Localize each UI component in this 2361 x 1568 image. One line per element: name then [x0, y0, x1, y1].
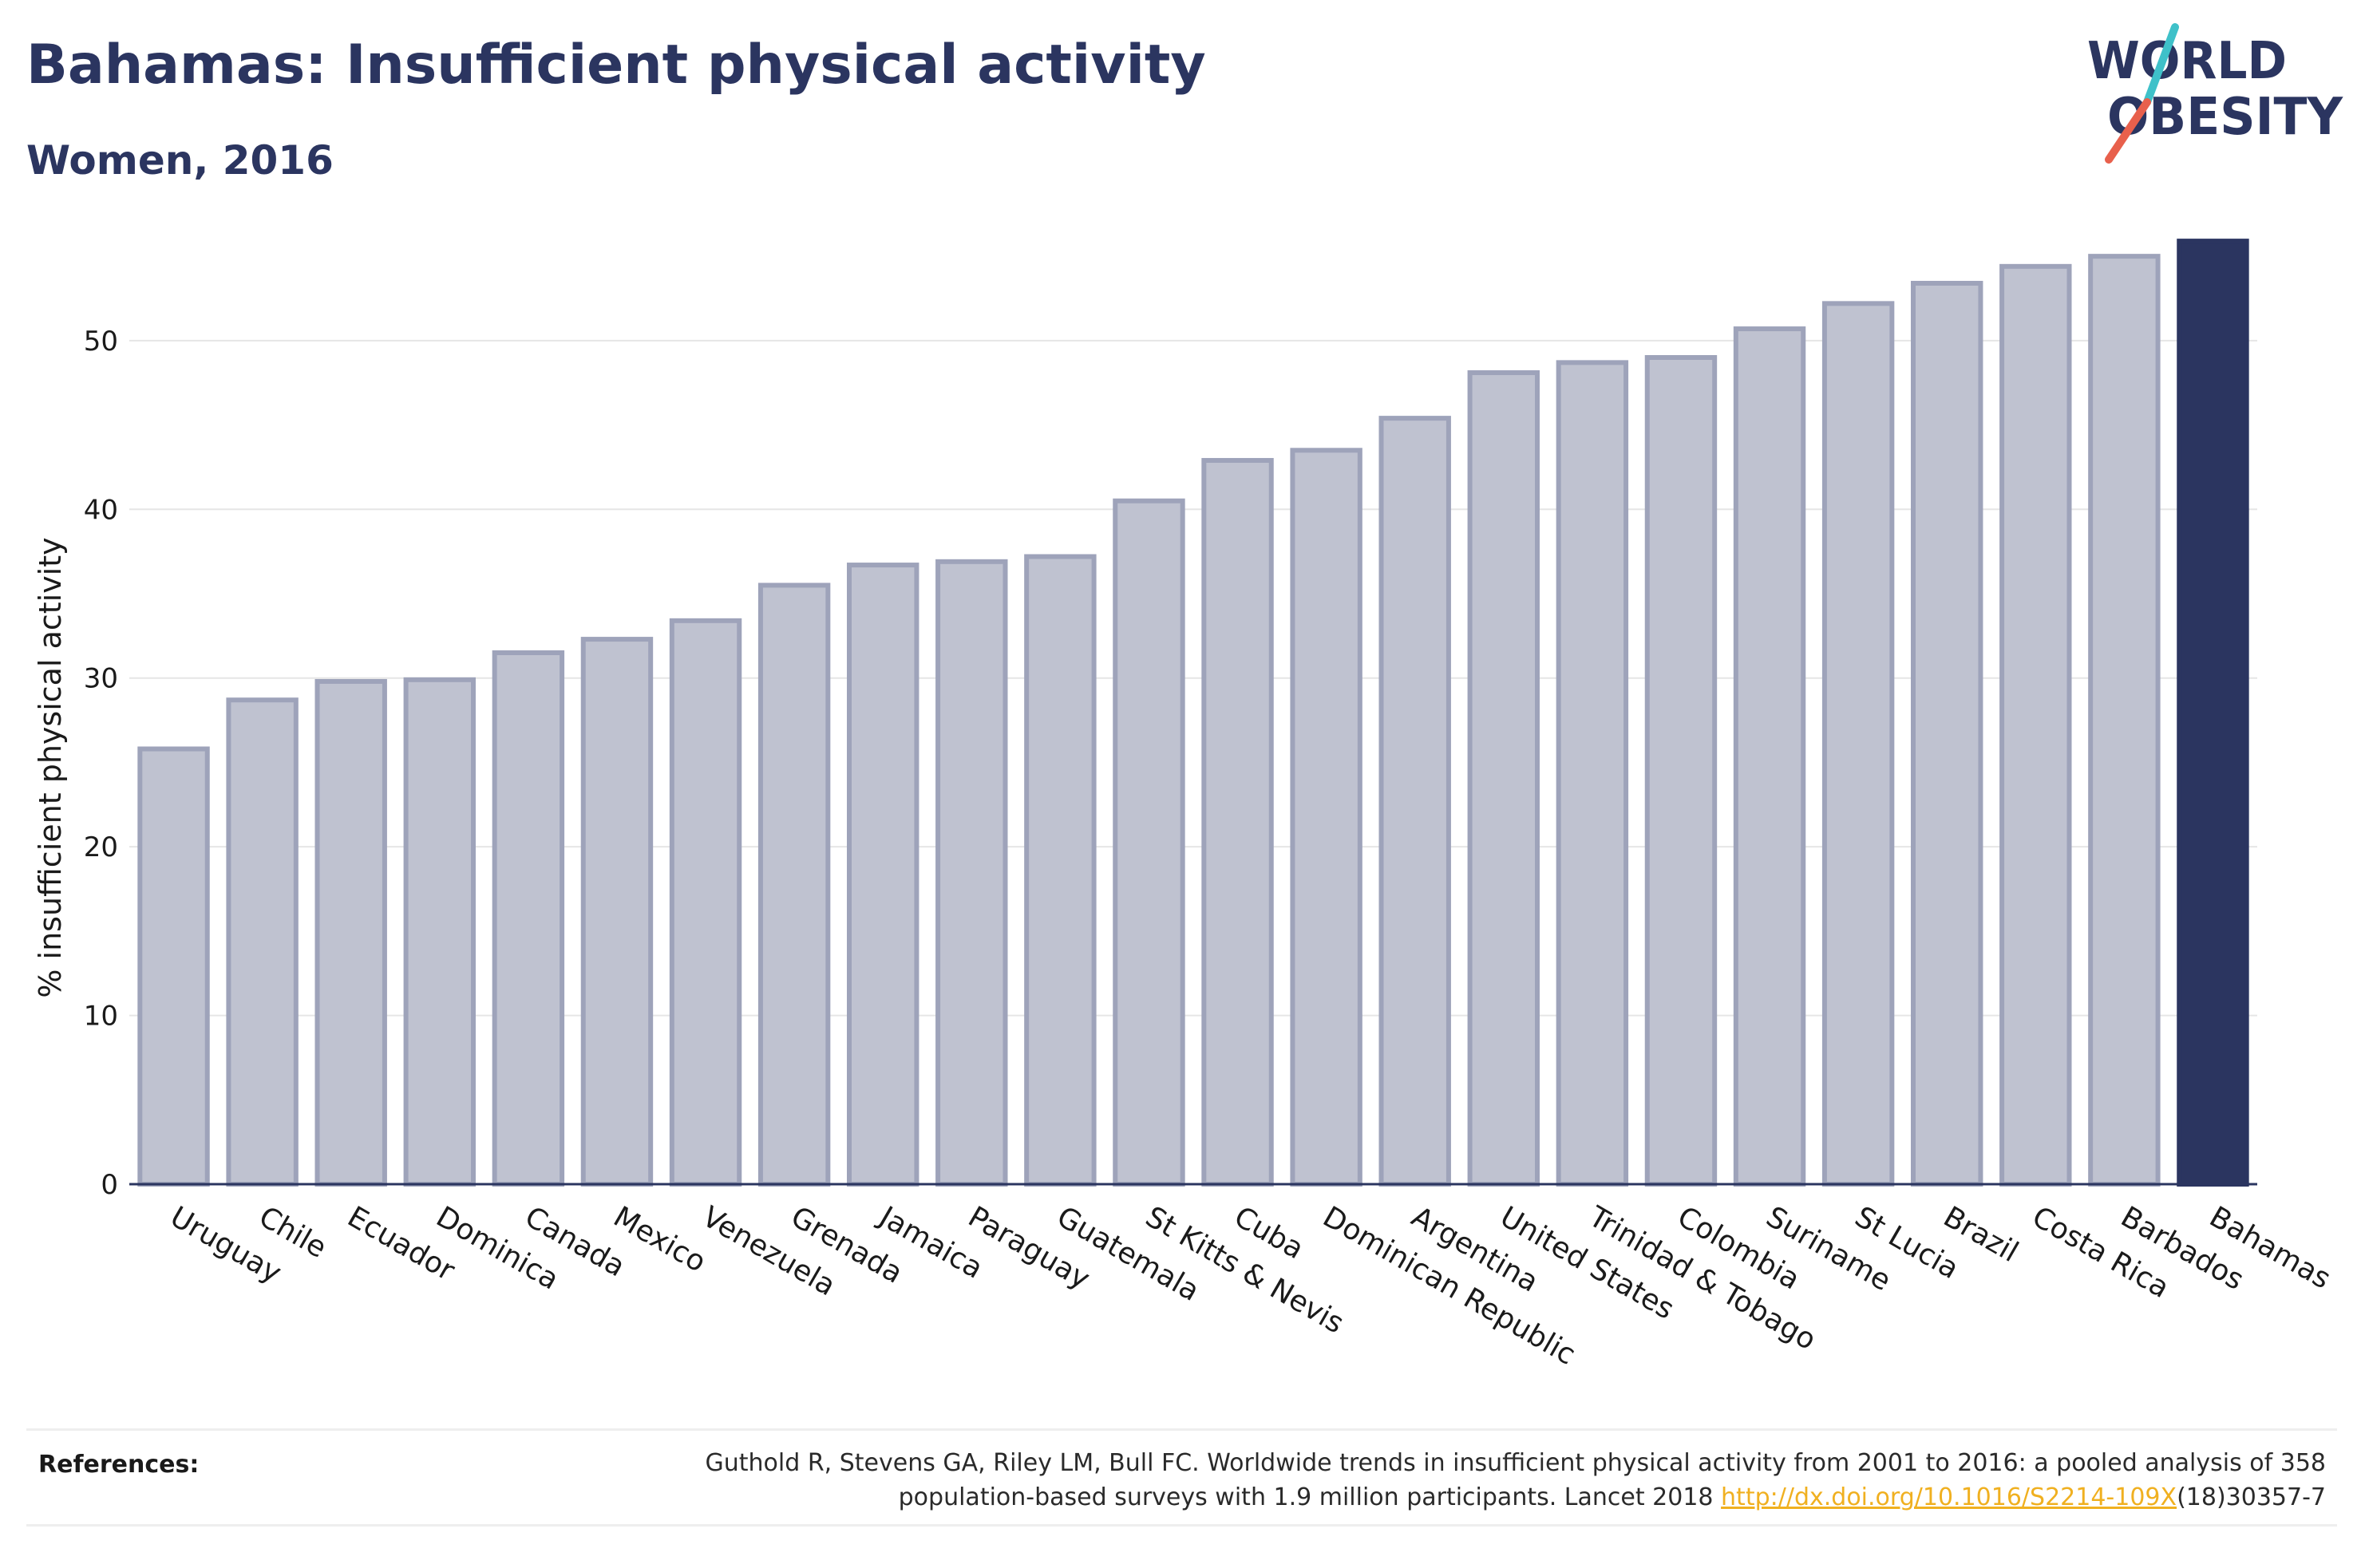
bar-grenada	[757, 583, 831, 1187]
bar-chile	[226, 697, 299, 1187]
bar-argentina	[1378, 416, 1451, 1187]
references-line-2-start: population-based surveys with 1.9 millio…	[898, 1483, 1722, 1511]
references-doi-link[interactable]: http://dx.doi.org/10.1016/S2214-109X	[1721, 1483, 2177, 1511]
references-top-rule	[26, 1428, 2337, 1431]
references-label: References:	[38, 1451, 200, 1479]
bar-guatemala	[1024, 554, 1097, 1187]
y-tick-labels: 0 10 20 30 40 50	[84, 326, 118, 1201]
x-tick-label: Mexico	[608, 1200, 711, 1278]
bar-st-lucia	[1821, 301, 1895, 1187]
bar-mexico	[580, 637, 654, 1187]
logo-slash-coral	[2105, 98, 2151, 164]
bar-barbados	[2088, 254, 2161, 1187]
y-tick-label: 0	[101, 1169, 118, 1201]
bar-dominican-republic	[1290, 448, 1362, 1187]
chart-title: Bahamas: Insufficient physical activity	[26, 34, 1206, 97]
y-tick-label: 50	[84, 326, 118, 357]
grid-lines	[129, 339, 2257, 1017]
y-tick-label: 10	[84, 1001, 118, 1033]
bars	[137, 239, 2249, 1187]
bar-jamaica	[846, 563, 919, 1187]
bar-bahamas	[2177, 239, 2249, 1187]
references-line-2: population-based surveys with 1.9 millio…	[490, 1480, 2326, 1515]
world-obesity-logo: WORLD OBESITY	[2087, 23, 2343, 164]
bar-paraguay	[935, 559, 1008, 1187]
bar-uruguay	[137, 746, 210, 1187]
references-bottom-rule	[26, 1524, 2337, 1527]
bar-venezuela	[669, 618, 742, 1187]
y-tick-label: 20	[84, 831, 118, 863]
references-line-2-end: (18)30357-7	[2177, 1483, 2326, 1511]
logo-word-world: WORLD	[2087, 32, 2287, 91]
bar-brazil	[1910, 280, 1983, 1187]
y-tick-label: 40	[84, 494, 118, 526]
chart-subtitle: Women, 2016	[26, 137, 334, 184]
bar-canada	[492, 650, 565, 1187]
bar-colombia	[1644, 355, 1718, 1187]
logo-slash-teal	[2143, 23, 2179, 106]
bar-trinidad-tobago	[1556, 360, 1629, 1187]
y-tick-label: 30	[84, 663, 118, 695]
bar-united-states	[1467, 370, 1540, 1187]
references-line-1: Guthold R, Stevens GA, Riley LM, Bull FC…	[705, 1449, 2326, 1477]
references-text: Guthold R, Stevens GA, Riley LM, Bull FC…	[490, 1446, 2326, 1515]
bar-suriname	[1733, 326, 1806, 1187]
bar-dominica	[403, 677, 477, 1187]
bar-cuba	[1201, 457, 1274, 1187]
y-axis-label: % insufficient physical activity	[33, 537, 68, 997]
bar-costa-rica	[1999, 263, 2072, 1187]
bar-st-kitts-nevis	[1113, 498, 1185, 1187]
bar-ecuador	[314, 678, 387, 1187]
